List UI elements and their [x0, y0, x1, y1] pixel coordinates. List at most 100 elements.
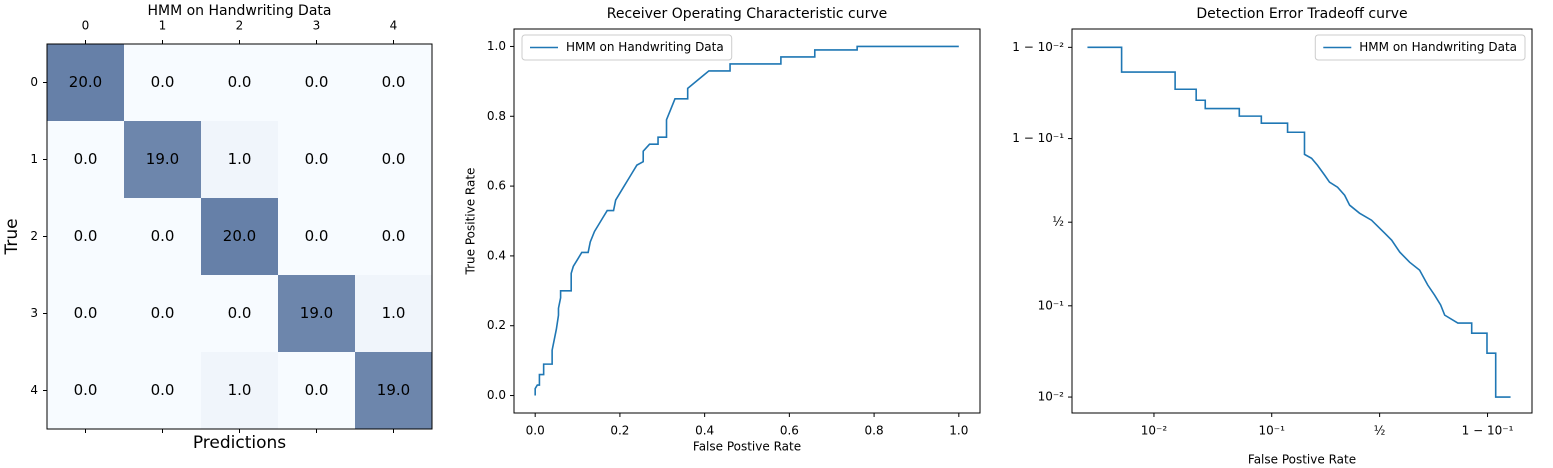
cell-label: 0.0 [305, 73, 329, 91]
cell-label: 0.0 [151, 73, 175, 91]
heatmap-cell [278, 121, 356, 199]
cell-label: 0.0 [382, 227, 406, 245]
x-tick-label: 10⁻¹ [1259, 424, 1286, 438]
x-tick-label: 0.4 [695, 424, 714, 438]
x-tick-label: 1 [159, 19, 167, 33]
cell-label: 0.0 [228, 304, 252, 322]
frame [1071, 28, 1533, 414]
cell-label: 0.0 [74, 150, 98, 168]
x-tick-label: 0.0 [526, 424, 545, 438]
chart-title: HMM on Handwriting Data [147, 3, 331, 19]
heatmap-cell [355, 352, 433, 430]
cell-label: 0.0 [74, 304, 98, 322]
x-tick-label: 2 [236, 19, 244, 33]
heatmap-cell [355, 275, 433, 353]
y-tick-label: 1 − 10⁻² [1012, 40, 1064, 54]
y-tick-label: 0.0 [487, 388, 506, 402]
cell-label: 1.0 [228, 381, 252, 399]
heatmap-cell [47, 198, 125, 276]
heatmap-cell [278, 44, 356, 122]
cell-label: 0.0 [74, 381, 98, 399]
x-tick-label: 0.2 [610, 424, 629, 438]
x-tick-label: ½ [1374, 424, 1386, 438]
x-axis-label: False Postive Rate [1248, 453, 1356, 467]
heatmap-cell [124, 198, 202, 276]
heatmap-cell [201, 275, 279, 353]
heatmap-cell [201, 352, 279, 430]
heatmap-cell [201, 121, 279, 199]
heatmap-cell [278, 275, 356, 353]
x-tick-label: 4 [390, 19, 398, 33]
x-tick-label: 1 − 10⁻¹ [1462, 424, 1514, 438]
y-tick-label: 10⁻¹ [1038, 298, 1065, 312]
heatmap-cell [278, 352, 356, 430]
y-tick-label: 4 [30, 383, 38, 397]
y-tick-label: 0.4 [487, 248, 506, 262]
heatmap-cell [355, 121, 433, 199]
legend-box [521, 34, 733, 61]
x-axis-label: Predictions [193, 433, 286, 453]
y-tick-label: 1 − 10⁻¹ [1012, 131, 1064, 145]
cell-label: 0.0 [228, 73, 252, 91]
y-tick-label: 0.2 [487, 318, 506, 332]
heatmap-cell [201, 198, 279, 276]
frame [513, 28, 981, 414]
legend-label: HMM on Handwriting Data [1359, 40, 1517, 54]
cell-label: 0.0 [151, 381, 175, 399]
cell-label: 0.0 [305, 150, 329, 168]
cell-label: 1.0 [382, 304, 406, 322]
cell-label: 20.0 [69, 73, 102, 91]
heatmap-cell [278, 198, 356, 276]
heatmap-cell [47, 352, 125, 430]
y-tick-label: 0 [30, 75, 38, 89]
y-tick-label: 0.8 [487, 109, 506, 123]
legend-box [1314, 34, 1526, 61]
cell-label: 0.0 [74, 227, 98, 245]
cell-label: 19.0 [300, 304, 333, 322]
legend: HMM on Handwriting Data [1314, 34, 1526, 61]
heatmap-cell [124, 275, 202, 353]
cell-label: 0.0 [151, 227, 175, 245]
cell-label: 0.0 [382, 150, 406, 168]
y-axis-label: True [2, 218, 22, 255]
x-tick-label: 3 [313, 19, 321, 33]
legend-label: HMM on Handwriting Data [566, 40, 724, 54]
heatmap-cell [47, 44, 125, 122]
heatmap-cell [124, 352, 202, 430]
heatmap-cell [124, 121, 202, 199]
cell-label: 1.0 [228, 150, 252, 168]
cell-label: 20.0 [223, 227, 256, 245]
cell-label: 0.0 [305, 381, 329, 399]
y-tick-label: 0.6 [487, 179, 506, 193]
cell-label: 0.0 [305, 227, 329, 245]
x-tick-label: 0.8 [865, 424, 884, 438]
y-tick-label: 1.0 [487, 39, 506, 53]
x-axis-label: False Postive Rate [693, 440, 801, 454]
chart-title: Receiver Operating Characteristic curve [607, 6, 888, 22]
cell-label: 0.0 [382, 73, 406, 91]
y-tick-label: 2 [30, 229, 38, 243]
cell-label: 0.0 [151, 304, 175, 322]
y-tick-label: 10⁻² [1038, 390, 1065, 404]
x-tick-label: 0 [82, 19, 90, 33]
series-line [1087, 46, 1511, 398]
x-tick-label: 1.0 [949, 424, 968, 438]
heatmap-cell [355, 44, 433, 122]
cell-label: 19.0 [146, 150, 179, 168]
y-tick-label: 1 [30, 152, 38, 166]
chart-title: Detection Error Tradeoff curve [1196, 6, 1407, 22]
heatmap-cell [201, 44, 279, 122]
heatmap-cell [47, 275, 125, 353]
series-line [534, 45, 959, 396]
x-tick-label: 0.6 [780, 424, 799, 438]
y-axis-label: True Positive Rate [464, 168, 478, 276]
y-tick-label: ½ [1052, 215, 1064, 229]
cell-label: 19.0 [377, 381, 410, 399]
heatmap-cell [124, 44, 202, 122]
heatmap-cell [355, 198, 433, 276]
legend: HMM on Handwriting Data [521, 34, 733, 61]
x-tick-label: 10⁻² [1141, 424, 1168, 438]
y-tick-label: 3 [30, 306, 38, 320]
heatmap-cell [47, 121, 125, 199]
